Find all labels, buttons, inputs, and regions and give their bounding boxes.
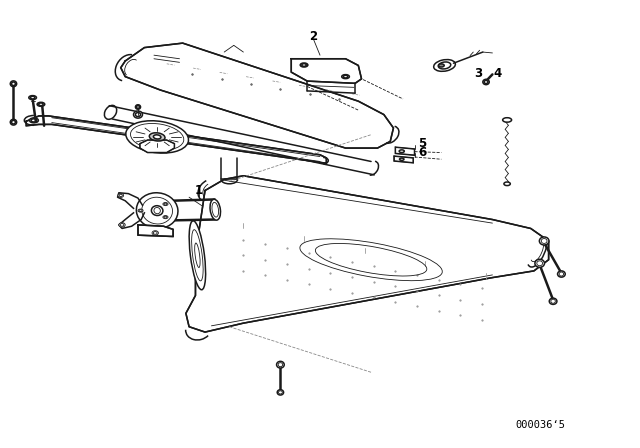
Polygon shape	[121, 43, 394, 148]
Polygon shape	[396, 147, 415, 155]
Polygon shape	[140, 140, 174, 152]
Polygon shape	[394, 156, 413, 163]
Ellipse shape	[434, 60, 456, 71]
Text: 2: 2	[310, 30, 317, 43]
Ellipse shape	[276, 362, 284, 368]
Ellipse shape	[29, 95, 36, 99]
Ellipse shape	[118, 194, 124, 198]
Polygon shape	[138, 225, 173, 237]
Ellipse shape	[138, 209, 143, 212]
Polygon shape	[186, 176, 548, 332]
Text: 1: 1	[195, 184, 203, 197]
Text: 5: 5	[418, 137, 426, 150]
Ellipse shape	[152, 231, 159, 235]
Ellipse shape	[10, 81, 17, 86]
Ellipse shape	[504, 182, 510, 185]
Ellipse shape	[152, 206, 163, 215]
Ellipse shape	[29, 118, 38, 123]
Ellipse shape	[549, 298, 557, 304]
Ellipse shape	[502, 118, 511, 122]
Ellipse shape	[195, 243, 200, 267]
Text: 6: 6	[418, 146, 426, 159]
Ellipse shape	[540, 237, 549, 245]
Ellipse shape	[154, 135, 161, 139]
Ellipse shape	[134, 111, 143, 118]
Ellipse shape	[126, 121, 189, 153]
Ellipse shape	[163, 215, 168, 219]
Ellipse shape	[189, 221, 205, 290]
Text: 000036‘5: 000036‘5	[516, 420, 566, 431]
Text: 3: 3	[474, 67, 483, 80]
Ellipse shape	[483, 79, 489, 85]
Ellipse shape	[163, 202, 168, 206]
Ellipse shape	[136, 193, 178, 228]
Ellipse shape	[342, 75, 349, 79]
Ellipse shape	[210, 199, 221, 220]
Text: 4: 4	[493, 67, 502, 80]
Ellipse shape	[10, 119, 17, 125]
Ellipse shape	[557, 271, 565, 277]
Polygon shape	[26, 116, 326, 163]
Ellipse shape	[438, 64, 444, 67]
Ellipse shape	[119, 223, 125, 227]
Ellipse shape	[136, 105, 141, 109]
Ellipse shape	[300, 63, 308, 67]
Ellipse shape	[277, 390, 284, 395]
Ellipse shape	[37, 102, 45, 106]
Polygon shape	[291, 59, 362, 83]
Ellipse shape	[149, 133, 165, 141]
Ellipse shape	[535, 259, 545, 267]
